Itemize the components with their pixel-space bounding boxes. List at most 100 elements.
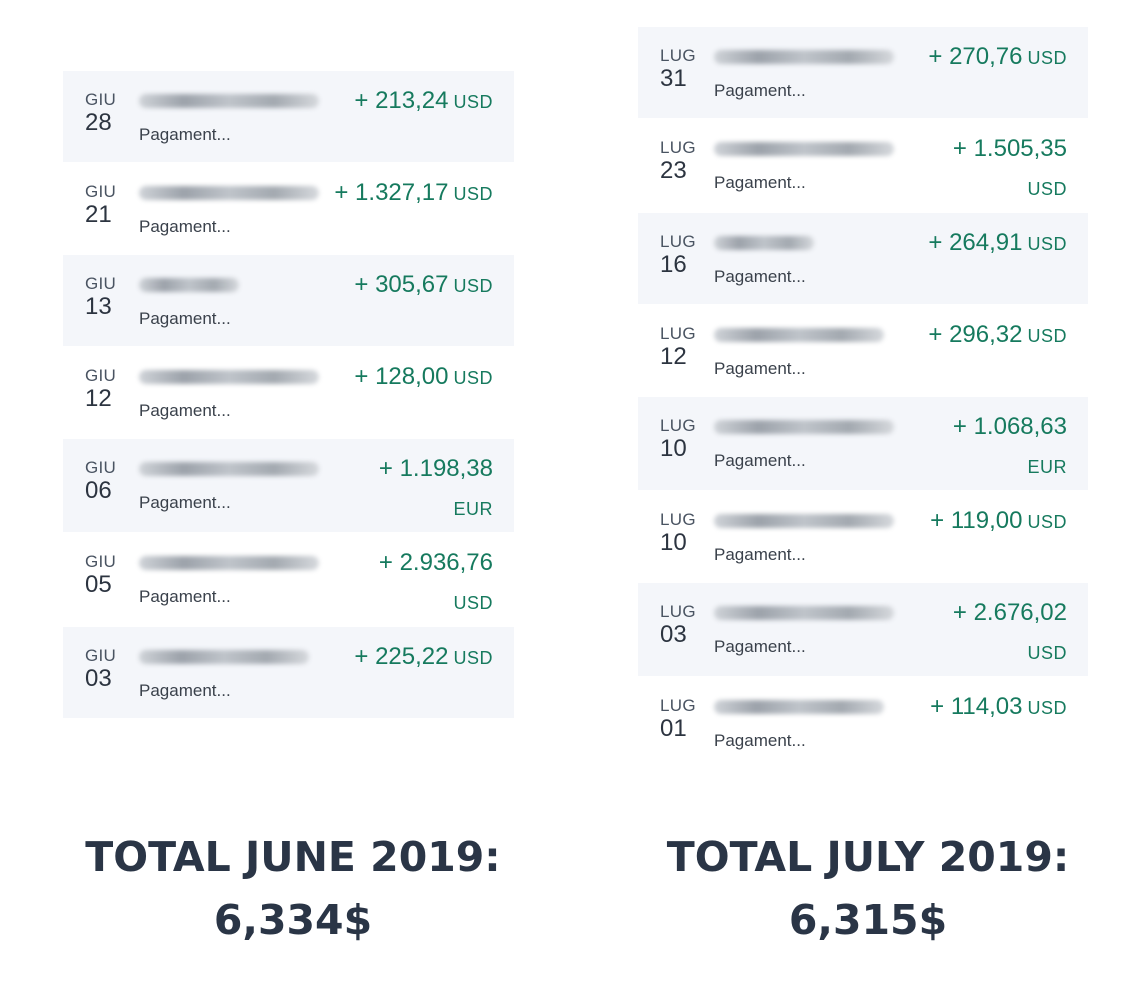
transaction-amount-value: + 1.198,38: [378, 455, 493, 482]
transaction-amount: + 2.936,76: [379, 549, 493, 577]
transaction-day: 10: [660, 435, 687, 462]
transaction-currency: USD: [1027, 48, 1067, 68]
transaction-month: GIU: [85, 458, 117, 477]
transaction-row[interactable]: GIU 21 Pagament... + 1.327,17 USD: [63, 163, 514, 254]
transaction-day: 12: [85, 385, 112, 412]
redacted-payer-name: [714, 142, 894, 156]
redacted-payer-name: [714, 606, 894, 620]
transaction-amount-value: + 1.327,17: [334, 179, 449, 206]
redacted-payer-name: [139, 278, 239, 292]
transaction-currency: USD: [453, 593, 493, 613]
transaction-amount-value: + 1.068,63: [952, 413, 1067, 440]
transaction-currency: USD: [453, 276, 493, 296]
transaction-amount-value: + 114,03: [930, 693, 1023, 720]
redacted-payer-name: [714, 236, 814, 250]
transaction-description: Pagament...: [714, 173, 806, 192]
transaction-description: Pagament...: [714, 81, 806, 100]
redacted-payer-name: [714, 420, 894, 434]
transaction-amount-value: + 296,32: [928, 321, 1023, 348]
redacted-payer-name: [714, 514, 894, 528]
transaction-currency: USD: [1027, 698, 1067, 718]
transaction-month: LUG: [660, 602, 696, 621]
transaction-currency: USD: [453, 92, 493, 112]
transaction-month: LUG: [660, 138, 696, 157]
transaction-month: GIU: [85, 646, 117, 665]
transaction-row[interactable]: LUG 16 Pagament... + 264,91 USD: [638, 213, 1088, 304]
transaction-description: Pagament...: [714, 451, 806, 470]
transaction-amount-value: + 1.505,35: [952, 135, 1067, 162]
transaction-day: 21: [85, 201, 112, 228]
transaction-day: 05: [85, 571, 112, 598]
transaction-currency: USD: [1027, 179, 1067, 199]
redacted-payer-name: [714, 700, 884, 714]
redacted-payer-name: [714, 328, 884, 342]
transaction-row[interactable]: GIU 12 Pagament... + 128,00 USD: [63, 347, 514, 438]
redacted-payer-name: [139, 370, 319, 384]
transaction-description: Pagament...: [714, 731, 806, 750]
redacted-payer-name: [714, 50, 894, 64]
transaction-amount-value: + 225,22: [354, 643, 449, 670]
transaction-month: GIU: [85, 366, 117, 385]
transaction-row[interactable]: GIU 28 Pagament... + 213,24 USD: [63, 71, 514, 162]
transaction-amount: + 270,76 USD: [928, 43, 1067, 71]
transaction-day: 23: [660, 157, 687, 184]
transaction-currency: EUR: [1027, 457, 1067, 477]
transaction-month: GIU: [85, 182, 117, 201]
transaction-amount-value: + 270,76: [928, 43, 1023, 70]
transaction-amount: + 264,91 USD: [928, 229, 1067, 257]
transaction-currency: USD: [1027, 512, 1067, 532]
transaction-day: 03: [660, 621, 687, 648]
transaction-amount: + 1.198,38: [379, 455, 493, 483]
transaction-description: Pagament...: [139, 125, 231, 144]
transaction-row[interactable]: LUG 01 Pagament... + 114,03 USD: [638, 677, 1088, 768]
transaction-month: LUG: [660, 510, 696, 529]
transaction-currency: EUR: [453, 499, 493, 519]
transaction-currency: USD: [1027, 326, 1067, 346]
transaction-amount-value: + 305,67: [354, 271, 449, 298]
transaction-row[interactable]: GIU 06 Pagament... + 1.198,38 EUR: [63, 439, 514, 532]
transaction-amount: + 225,22 USD: [354, 643, 493, 671]
redacted-payer-name: [139, 94, 319, 108]
transaction-amount-value: + 213,24: [354, 87, 449, 114]
transaction-row[interactable]: LUG 10 Pagament... + 1.068,63 EUR: [638, 397, 1088, 490]
transaction-description: Pagament...: [139, 681, 231, 700]
transaction-day: 28: [85, 109, 112, 136]
transaction-row[interactable]: LUG 12 Pagament... + 296,32 USD: [638, 305, 1088, 396]
transaction-row[interactable]: LUG 03 Pagament... + 2.676,02 USD: [638, 583, 1088, 676]
transaction-description: Pagament...: [139, 217, 231, 236]
july-total-label: TOTAL JULY 2019:: [666, 833, 1070, 881]
transaction-row[interactable]: GIU 05 Pagament... + 2.936,76 USD: [63, 533, 514, 626]
transaction-row[interactable]: LUG 10 Pagament... + 119,00 USD: [638, 491, 1088, 582]
transaction-description: Pagament...: [714, 637, 806, 656]
transaction-day: 10: [660, 529, 687, 556]
transaction-row[interactable]: GIU 03 Pagament... + 225,22 USD: [63, 627, 514, 718]
june-total-amount: 6,334$: [213, 896, 373, 944]
transaction-month: LUG: [660, 696, 696, 715]
transaction-description: Pagament...: [714, 359, 806, 378]
transaction-amount: + 305,67 USD: [354, 271, 493, 299]
transaction-row[interactable]: LUG 23 Pagament... + 1.505,35 USD: [638, 119, 1088, 212]
transaction-month: GIU: [85, 90, 117, 109]
transaction-amount-value: + 128,00: [354, 363, 449, 390]
transaction-month: GIU: [85, 552, 117, 571]
transaction-amount: + 296,32 USD: [928, 321, 1067, 349]
redacted-payer-name: [139, 556, 319, 570]
transaction-amount: + 2.676,02: [953, 599, 1067, 627]
transaction-day: 16: [660, 251, 687, 278]
transaction-row[interactable]: LUG 31 Pagament... + 270,76 USD: [638, 27, 1088, 118]
transaction-amount: + 1.505,35: [953, 135, 1067, 163]
transaction-row[interactable]: GIU 13 Pagament... + 305,67 USD: [63, 255, 514, 346]
transaction-amount-value: + 119,00: [930, 507, 1023, 534]
june-transaction-list: GIU 28 Pagament... + 213,24 USD GIU 21 Pagament…: [63, 71, 514, 719]
july-total: TOTAL JULY 2019: 6,315$: [638, 826, 1098, 952]
transaction-day: 01: [660, 715, 687, 742]
transaction-currency: USD: [453, 648, 493, 668]
transaction-month: LUG: [660, 416, 696, 435]
redacted-payer-name: [139, 462, 319, 476]
transaction-description: Pagament...: [714, 267, 806, 286]
july-transaction-list: LUG 31 Pagament... + 270,76 USD LUG 23 Pagament…: [638, 27, 1088, 769]
transaction-description: Pagament...: [139, 493, 231, 512]
transaction-day: 31: [660, 65, 687, 92]
transaction-month: LUG: [660, 324, 696, 343]
transaction-day: 13: [85, 293, 112, 320]
